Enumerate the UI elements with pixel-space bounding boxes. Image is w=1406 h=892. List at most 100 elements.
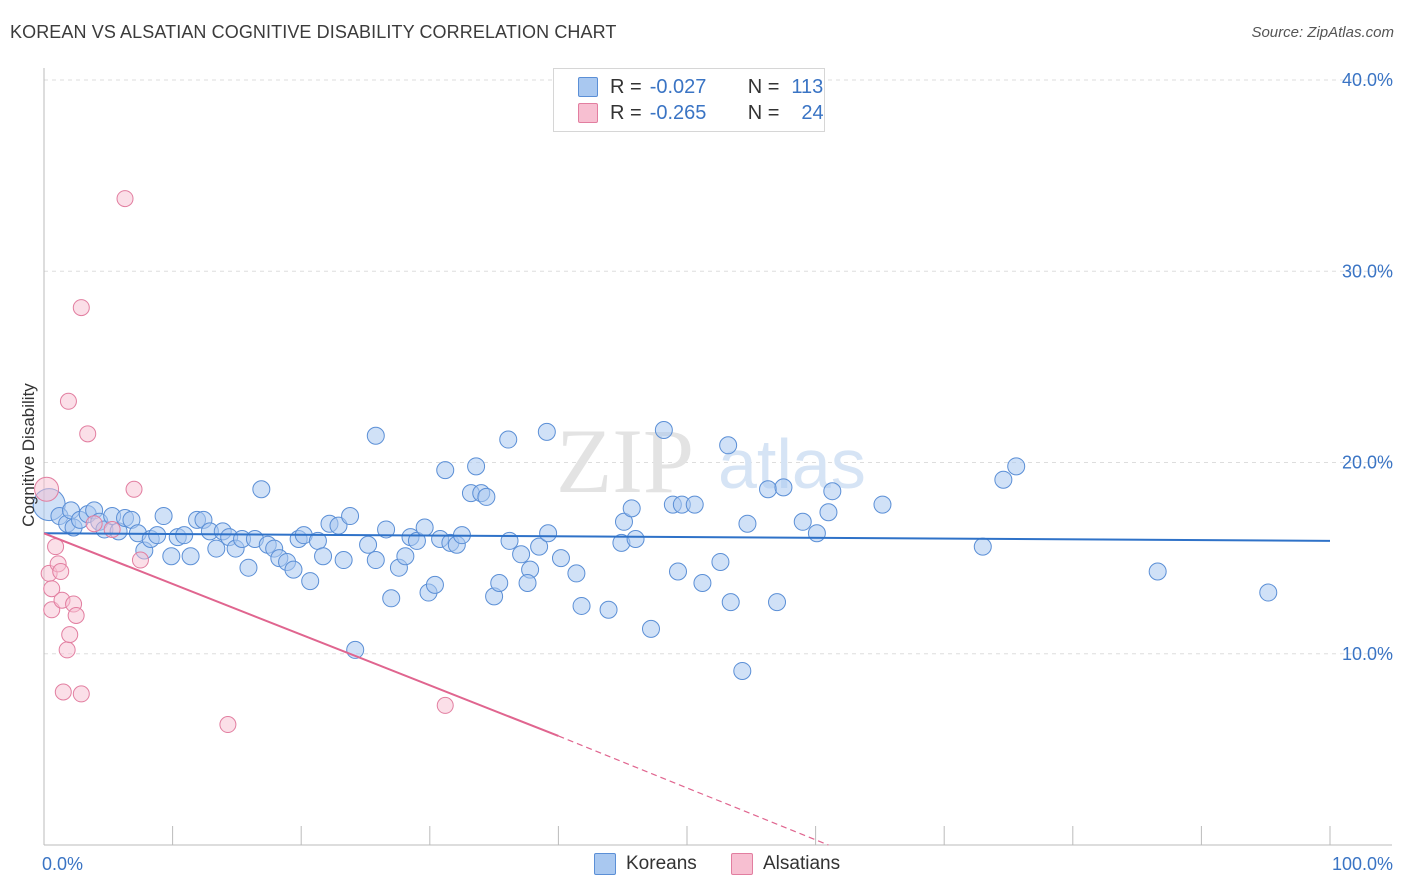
koreans-point [377, 520, 396, 539]
alsatians-trend-extrapolated [558, 735, 829, 846]
koreans-point [512, 545, 531, 564]
koreans-point [181, 547, 200, 566]
koreans-point [341, 507, 360, 526]
alsatians-point [43, 580, 61, 598]
alsatians-point [103, 520, 121, 538]
koreans-point [537, 422, 556, 441]
koreans-point [382, 589, 401, 608]
legend-n-label: N = [747, 75, 780, 98]
watermark-atlas: atlas [718, 425, 866, 503]
koreans-point [711, 552, 730, 571]
koreans-point [539, 524, 558, 543]
legend-koreans-r: -0.027 [649, 75, 707, 98]
koreans-point [973, 537, 992, 556]
koreans-points [32, 420, 1278, 680]
koreans-point [641, 619, 660, 638]
koreans-legend-swatch [594, 853, 616, 875]
alsatians-point [79, 425, 97, 443]
alsatians-legend-swatch [731, 853, 753, 875]
y-tick-labels: 10.0% 20.0% 30.0% 40.0% [1342, 70, 1393, 664]
alsatians-point [67, 607, 85, 624]
alsatians-point [85, 515, 103, 533]
koreans-point [252, 480, 271, 499]
koreans-legend-label: Koreans [626, 853, 697, 874]
alsatians-point [436, 696, 454, 714]
koreans-point [721, 593, 740, 612]
koreans-point [693, 573, 712, 592]
koreans-point [530, 537, 549, 556]
koreans-point [162, 547, 181, 566]
alsatians-point [58, 641, 76, 659]
legend: R = -0.027 N = 113 R = -0.265 N = 24 [553, 68, 825, 132]
alsatians-point [59, 392, 77, 410]
legend-row-alsatians: R = -0.265 N = 24 [554, 100, 824, 126]
koreans-point [334, 551, 353, 570]
alsatians-point [72, 685, 90, 703]
koreans-point [759, 480, 778, 499]
koreans-point [518, 573, 537, 592]
legend-alsatians-r: -0.265 [649, 101, 707, 124]
koreans-point [407, 531, 426, 550]
x-tick-label-min: 0.0% [42, 854, 83, 874]
source-label: Source: ZipAtlas.com [1251, 24, 1394, 41]
koreans-point [425, 575, 444, 594]
alsatians-trend-line [43, 532, 559, 737]
legend-alsatians-n: 24 [801, 101, 824, 124]
koreans-trend-line [43, 532, 1331, 542]
y-tick-label: 30.0% [1342, 261, 1393, 281]
koreans-point [148, 526, 167, 545]
koreans-point [490, 573, 509, 592]
koreans-point [733, 661, 752, 680]
alsatians-point [219, 716, 237, 734]
koreans-point [567, 564, 586, 583]
koreans-point [366, 426, 385, 445]
koreans-point [499, 430, 518, 449]
koreans-point [284, 560, 303, 579]
y-tick-label: 10.0% [1342, 644, 1393, 664]
alsatians-point [72, 299, 90, 317]
koreans-point [436, 461, 455, 480]
bottom-legend-alsatians: Alsatians [731, 852, 840, 876]
trend-lines [43, 532, 1331, 846]
koreans-point [366, 551, 385, 570]
koreans-point [359, 535, 378, 554]
alsatians-point [131, 551, 149, 569]
alsatians-point [116, 190, 134, 208]
legend-n-label: N = [747, 101, 780, 124]
koreans-point [207, 539, 226, 558]
alsatians-point [125, 480, 143, 498]
y-tick-label: 40.0% [1342, 70, 1393, 90]
koreans-point [738, 514, 757, 533]
koreans-point [396, 547, 415, 566]
koreans-point [500, 531, 519, 550]
koreans-swatch [578, 77, 598, 97]
koreans-point [415, 518, 434, 537]
axes [43, 68, 1392, 846]
koreans-point [819, 503, 838, 522]
koreans-point [154, 507, 173, 526]
alsatians-swatch [578, 103, 598, 123]
koreans-point [793, 512, 812, 531]
koreans-point [626, 530, 645, 548]
legend-row-koreans: R = -0.027 N = 113 [554, 74, 823, 100]
koreans-point [622, 499, 641, 518]
koreans-point [614, 512, 633, 531]
koreans-point [477, 487, 496, 506]
koreans-point [823, 482, 842, 501]
koreans-point [685, 495, 704, 514]
koreans-point [467, 457, 486, 476]
koreans-point [599, 600, 618, 619]
koreans-point [719, 436, 738, 455]
koreans-point [551, 549, 570, 568]
koreans-point [768, 593, 787, 612]
bottom-legend-koreans: Koreans [594, 852, 697, 876]
koreans-point [572, 596, 591, 615]
koreans-point [654, 420, 673, 439]
koreans-point [1007, 457, 1026, 476]
koreans-point [807, 524, 826, 543]
koreans-point [994, 470, 1013, 489]
y-axis-label: Cognitive Disability [19, 383, 38, 527]
y-tick-label: 20.0% [1342, 453, 1393, 473]
legend-r-label: R = [610, 101, 642, 124]
